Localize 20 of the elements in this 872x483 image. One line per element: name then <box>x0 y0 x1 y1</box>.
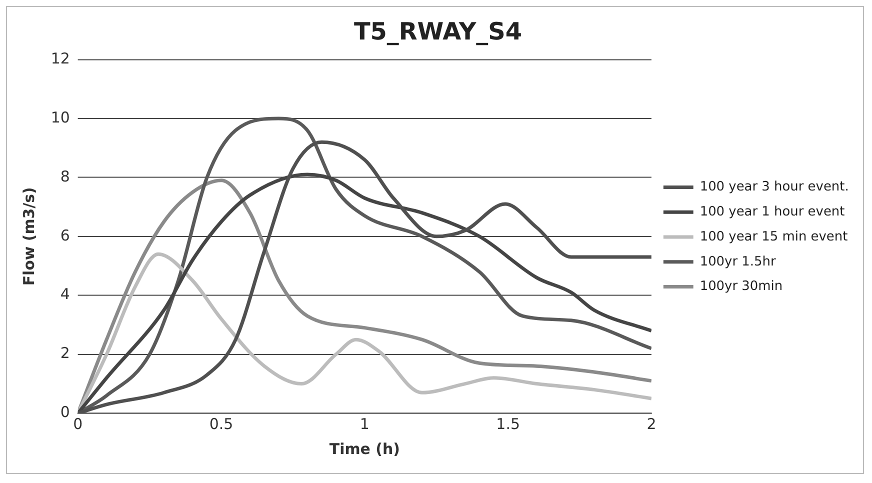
x-axis-title: Time (h) <box>329 440 400 458</box>
y-tick-label: 0 <box>60 403 70 422</box>
x-tick-label: 1 <box>360 415 370 434</box>
y-tick-label: 10 <box>50 108 70 126</box>
y-tick-label: 8 <box>60 167 70 186</box>
legend-label: 100yr 1.5hr <box>700 254 776 270</box>
legend-label: 100 year 15 min event <box>700 229 848 244</box>
y-tick-label: 12 <box>50 49 70 68</box>
x-tick-label: 0 <box>73 415 83 434</box>
chart-title: T5_RWAY_S4 <box>354 18 522 46</box>
y-axis-title: Flow (m3/s) <box>20 187 38 286</box>
legend-label: 100 year 1 hour event <box>700 204 845 220</box>
x-tick-label: 1.5 <box>496 415 520 434</box>
legend-label: 100yr 30min <box>700 279 783 294</box>
x-tick-label: 2 <box>646 415 656 434</box>
y-tick-label: 6 <box>60 226 70 244</box>
legend-label: 100 year 3 hour event. <box>700 180 849 195</box>
x-tick-label: 0.5 <box>209 415 234 434</box>
y-tick-label: 2 <box>60 344 70 362</box>
y-tick-label: 4 <box>60 285 70 304</box>
